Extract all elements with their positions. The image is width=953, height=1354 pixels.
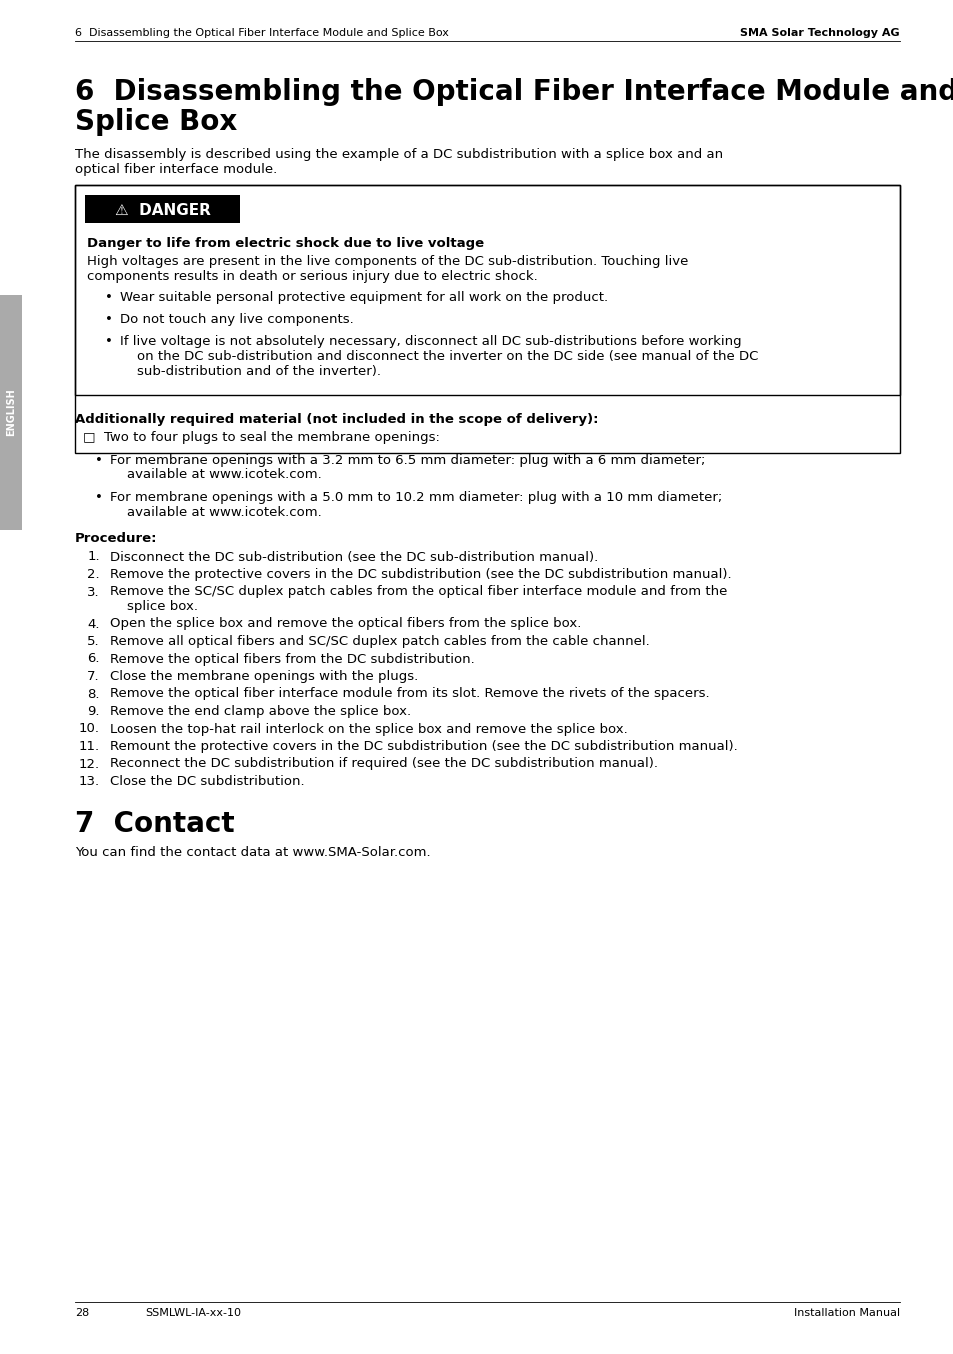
Text: 7  Contact: 7 Contact: [75, 811, 234, 838]
Text: on the DC sub-distribution and disconnect the inverter on the DC side (see manua: on the DC sub-distribution and disconnec…: [120, 349, 758, 363]
Text: 4.: 4.: [88, 617, 100, 631]
Text: Remove the protective covers in the DC subdistribution (see the DC subdistributi: Remove the protective covers in the DC s…: [110, 567, 731, 581]
Text: 6  Disassembling the Optical Fiber Interface Module and Splice Box: 6 Disassembling the Optical Fiber Interf…: [75, 28, 449, 38]
Text: splice box.: splice box.: [110, 600, 198, 613]
Text: •: •: [95, 454, 103, 467]
Text: SSMLWL-IA-xx-10: SSMLWL-IA-xx-10: [145, 1308, 241, 1317]
Text: available at www.icotek.com.: available at www.icotek.com.: [110, 468, 321, 482]
Text: 13.: 13.: [79, 774, 100, 788]
Text: 11.: 11.: [79, 741, 100, 753]
Bar: [0, 295, 22, 529]
Text: 12.: 12.: [79, 757, 100, 770]
Text: 3.: 3.: [88, 585, 100, 598]
Text: You can find the contact data at www.SMA-Solar.com.: You can find the contact data at www.SMA…: [75, 846, 430, 860]
Text: Danger to life from electric shock due to live voltage: Danger to life from electric shock due t…: [87, 237, 483, 250]
Bar: [75, 185, 899, 395]
Text: •: •: [105, 291, 112, 303]
Text: •: •: [95, 492, 103, 504]
Text: 6  Disassembling the Optical Fiber Interface Module and: 6 Disassembling the Optical Fiber Interf…: [75, 79, 953, 106]
Text: If live voltage is not absolutely necessary, disconnect all DC sub-distributions: If live voltage is not absolutely necess…: [120, 336, 740, 348]
Text: 6.: 6.: [88, 653, 100, 666]
Text: Remove the optical fiber interface module from its slot. Remove the rivets of th: Remove the optical fiber interface modul…: [110, 688, 709, 700]
Bar: [85, 195, 240, 223]
Text: Do not touch any live components.: Do not touch any live components.: [120, 313, 354, 326]
Text: Splice Box: Splice Box: [75, 108, 237, 135]
Text: Disconnect the DC sub-distribution (see the DC sub-distribution manual).: Disconnect the DC sub-distribution (see …: [110, 551, 598, 563]
Text: □  Two to four plugs to seal the membrane openings:: □ Two to four plugs to seal the membrane…: [83, 432, 439, 444]
Text: sub-distribution and of the inverter).: sub-distribution and of the inverter).: [120, 364, 380, 378]
Text: Remount the protective covers in the DC subdistribution (see the DC subdistribut: Remount the protective covers in the DC …: [110, 741, 737, 753]
Text: Close the DC subdistribution.: Close the DC subdistribution.: [110, 774, 304, 788]
Text: 1.: 1.: [88, 551, 100, 563]
Text: ENGLISH: ENGLISH: [6, 389, 16, 436]
Text: available at www.icotek.com.: available at www.icotek.com.: [110, 505, 321, 519]
Text: Loosen the top-hat rail interlock on the splice box and remove the splice box.: Loosen the top-hat rail interlock on the…: [110, 723, 627, 735]
Text: Reconnect the DC subdistribution if required (see the DC subdistribution manual): Reconnect the DC subdistribution if requ…: [110, 757, 658, 770]
Text: 10.: 10.: [79, 723, 100, 735]
Text: Remove all optical fibers and SC/SC duplex patch cables from the cable channel.: Remove all optical fibers and SC/SC dupl…: [110, 635, 649, 649]
Text: 7.: 7.: [88, 670, 100, 682]
Text: components results in death or serious injury due to electric shock.: components results in death or serious i…: [87, 269, 537, 283]
Text: Remove the SC/SC duplex patch cables from the optical fiber interface module and: Remove the SC/SC duplex patch cables fro…: [110, 585, 726, 598]
Text: ⚠  DANGER: ⚠ DANGER: [114, 203, 211, 218]
Text: 2.: 2.: [88, 567, 100, 581]
Text: The disassembly is described using the example of a DC subdistribution with a sp: The disassembly is described using the e…: [75, 148, 722, 161]
Text: Wear suitable personal protective equipment for all work on the product.: Wear suitable personal protective equipm…: [120, 291, 607, 303]
Text: •: •: [105, 313, 112, 326]
Text: For membrane openings with a 5.0 mm to 10.2 mm diameter: plug with a 10 mm diame: For membrane openings with a 5.0 mm to 1…: [110, 492, 721, 504]
Text: For membrane openings with a 3.2 mm to 6.5 mm diameter: plug with a 6 mm diamete: For membrane openings with a 3.2 mm to 6…: [110, 454, 704, 467]
Text: Remove the end clamp above the splice box.: Remove the end clamp above the splice bo…: [110, 705, 411, 718]
Text: SMA Solar Technology AG: SMA Solar Technology AG: [740, 28, 899, 38]
Text: Procedure:: Procedure:: [75, 532, 157, 546]
Text: Open the splice box and remove the optical fibers from the splice box.: Open the splice box and remove the optic…: [110, 617, 580, 631]
Text: 8.: 8.: [88, 688, 100, 700]
Text: 5.: 5.: [88, 635, 100, 649]
Text: optical fiber interface module.: optical fiber interface module.: [75, 162, 277, 176]
Text: High voltages are present in the live components of the DC sub-distribution. Tou: High voltages are present in the live co…: [87, 256, 688, 268]
Text: 9.: 9.: [88, 705, 100, 718]
Bar: [75, 185, 899, 454]
Text: Additionally required material (not included in the scope of delivery):: Additionally required material (not incl…: [75, 413, 598, 427]
Text: Remove the optical fibers from the DC subdistribution.: Remove the optical fibers from the DC su…: [110, 653, 475, 666]
Text: Installation Manual: Installation Manual: [793, 1308, 899, 1317]
Text: •: •: [105, 336, 112, 348]
Text: Close the membrane openings with the plugs.: Close the membrane openings with the plu…: [110, 670, 417, 682]
Text: 28: 28: [75, 1308, 90, 1317]
